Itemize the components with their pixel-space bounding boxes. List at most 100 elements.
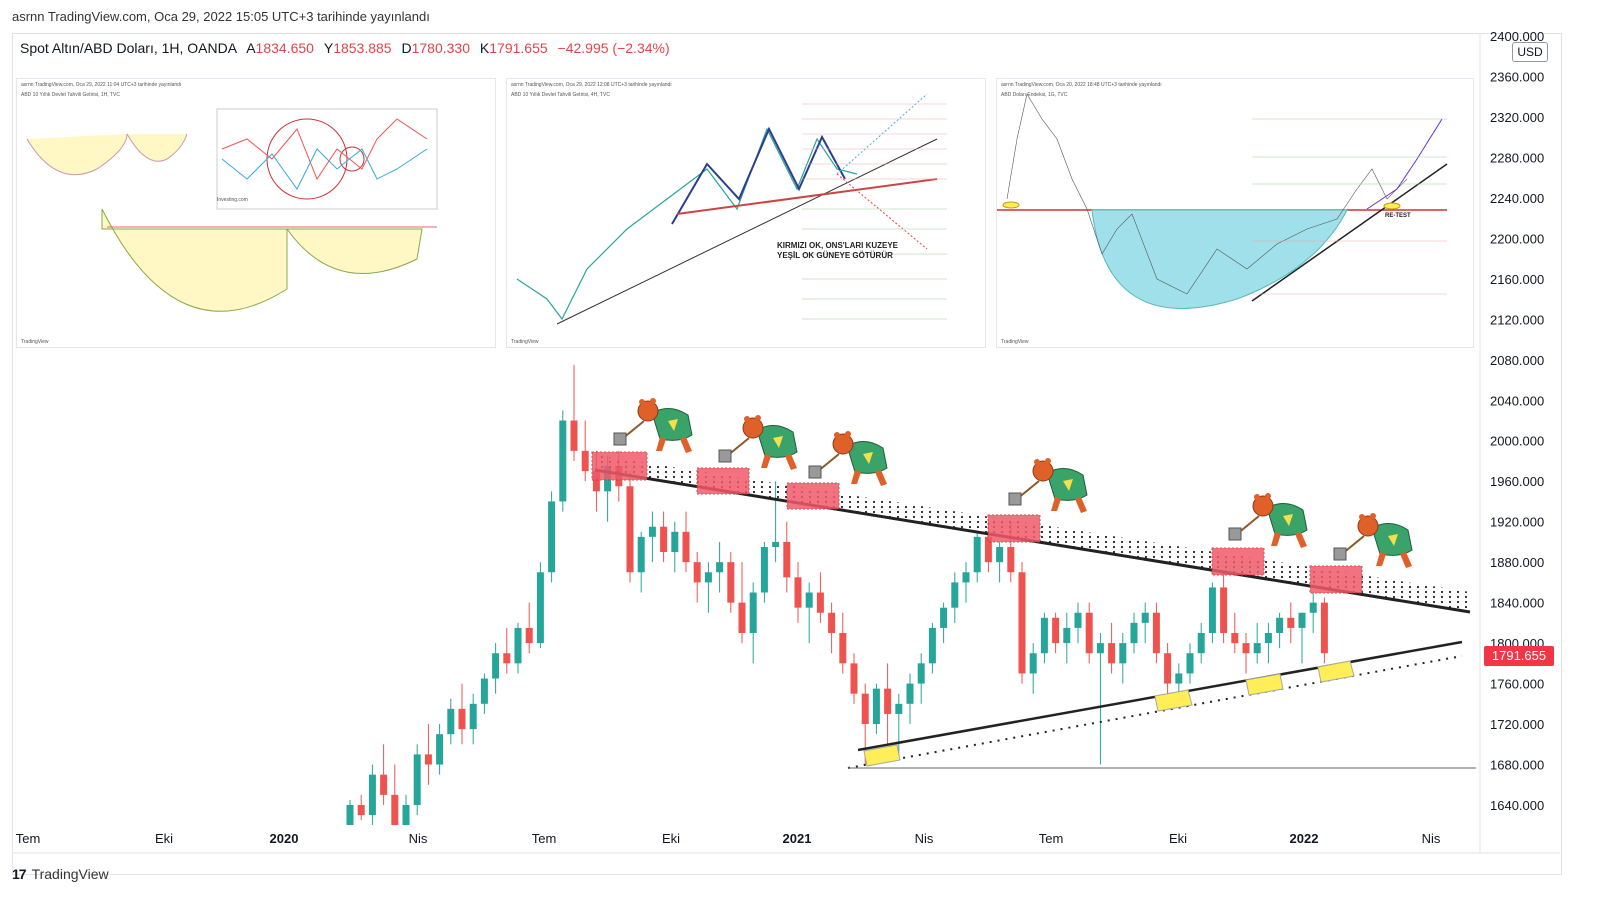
candle-up <box>1186 653 1194 674</box>
time-tick-label: Tem <box>1039 831 1064 846</box>
candle-down <box>850 663 858 694</box>
candle-up <box>805 592 813 608</box>
candle-up <box>671 531 679 553</box>
price-tick-label: 2400.000 <box>1490 29 1544 44</box>
resistance-zones <box>591 451 1363 594</box>
inset-retest-label: RE-TEST <box>1385 213 1411 219</box>
candle-down <box>424 754 432 765</box>
price-tick-label: 1840.000 <box>1490 596 1544 611</box>
inset-chart-us10y-1h[interactable]: asrnn TradingView.com, Oca 29, 2022 11:0… <box>16 78 496 348</box>
candle-up <box>917 663 925 684</box>
price-tick-label: 1680.000 <box>1490 758 1544 773</box>
candle-up <box>1040 617 1048 654</box>
candle-up <box>760 546 768 593</box>
candle-up <box>1074 612 1082 628</box>
bear-mascot-icon <box>808 431 888 486</box>
time-tick-label: Eki <box>1169 831 1187 846</box>
candle-down <box>727 562 735 603</box>
candle-up <box>704 572 712 583</box>
candle-down <box>1052 617 1060 644</box>
candle-up <box>716 562 724 573</box>
candle-down <box>816 592 824 613</box>
candle-down <box>1108 643 1116 664</box>
candle-down <box>682 531 690 563</box>
inset-subcaption: ABD 10 Yıllık Devlet Tahvili Getirisi, 4… <box>511 92 610 98</box>
support-zones <box>863 660 1355 767</box>
inset-logo: TradingView <box>1001 339 1029 345</box>
candle-up <box>413 754 421 805</box>
candle-down <box>592 471 600 492</box>
inset-chart-us10y-4h[interactable]: asrnn TradingView.com, Oca 29, 2022 12:0… <box>506 78 986 348</box>
price-tick-label: 2240.000 <box>1490 191 1544 206</box>
candle-up <box>1253 643 1261 654</box>
price-tick-label: 2320.000 <box>1490 110 1544 125</box>
candle-up <box>1119 643 1127 664</box>
time-tick-label: Tem <box>16 831 41 846</box>
candle-up <box>1298 612 1306 628</box>
support-zone <box>1154 689 1193 712</box>
price-tick-label: 2120.000 <box>1490 312 1544 327</box>
price-tick-label: 2040.000 <box>1490 393 1544 408</box>
inset-chart-graphic <box>26 108 438 312</box>
price-tick-label: 2000.000 <box>1490 434 1544 449</box>
resistance-zone <box>786 482 840 510</box>
chart-frame[interactable] <box>12 33 1562 875</box>
candle-down <box>1164 653 1172 684</box>
candle-up <box>928 627 936 664</box>
candle-up <box>368 774 376 816</box>
candle-up <box>637 536 645 573</box>
resistance-zone <box>1211 547 1265 576</box>
time-tick-label: Nis <box>1422 831 1441 846</box>
bear-illustrations <box>613 398 1413 568</box>
resistance-zone <box>1309 565 1363 594</box>
inset-chart-dxy-1d[interactable]: asrnn TradingView.com, Oca 20, 2022 18:4… <box>996 78 1474 348</box>
inset-caption: asrnn TradingView.com, Oca 20, 2022 18:4… <box>1001 82 1162 88</box>
candle-up <box>447 708 455 735</box>
inset-chart-graphic <box>997 93 1448 309</box>
candle-up <box>436 734 444 765</box>
support-zone <box>863 744 901 767</box>
candle-up <box>1029 653 1037 674</box>
brand-name: TradingView <box>31 866 109 882</box>
inset-logo: TradingView <box>21 339 49 345</box>
time-tick-label: Eki <box>155 831 173 846</box>
inset-chart-graphic <box>516 93 947 325</box>
change-value: −42.995 (−2.34%) <box>557 40 670 56</box>
candle-down <box>1018 572 1026 674</box>
time-tick-label: Eki <box>662 831 680 846</box>
candle-up <box>1141 612 1149 623</box>
candle-down <box>1242 643 1250 654</box>
candle-up <box>1175 673 1183 684</box>
candle-down <box>839 632 847 664</box>
inset-caption: asrnn TradingView.com, Oca 29, 2022 12:0… <box>511 82 672 88</box>
candle-down <box>380 774 388 795</box>
bear-mascot-icon <box>1333 513 1413 568</box>
time-tick-label: 2021 <box>783 831 812 846</box>
close-value: 1791.655 <box>489 40 548 56</box>
support-zone <box>1317 660 1355 683</box>
time-axis[interactable]: Tem Eki 2020 Nis Tem Eki 2021 Nis Tem Eki 2022 Nis <box>16 831 1441 846</box>
symbol-name[interactable]: Spot Altın/ABD Doları, 1H, OANDA <box>20 40 237 56</box>
resistance-zone <box>987 514 1041 543</box>
candle-up <box>1130 622 1138 644</box>
candle-down <box>693 562 701 583</box>
inset-subcaption: ABD Doları Endeksi, 1G, TVC <box>1001 92 1068 98</box>
candle-up <box>1208 587 1216 633</box>
price-tick-label: 2280.000 <box>1490 150 1544 165</box>
price-tick-label: 1880.000 <box>1490 555 1544 570</box>
price-axis[interactable]: 2400.000 2360.000 2320.000 2280.000 2240.000… <box>1490 29 1544 813</box>
tradingview-brand[interactable]: 17 TradingView <box>12 866 109 882</box>
candle-up <box>906 683 914 704</box>
candle-down <box>525 627 533 644</box>
published-caption: asrnn TradingView.com, Oca 29, 2022 15:0… <box>12 9 430 24</box>
candle-down <box>884 688 892 714</box>
time-tick-label: 2020 <box>270 831 299 846</box>
candle-down <box>1152 612 1160 654</box>
symbol-legend[interactable]: Spot Altın/ABD Doları, 1H, OANDA A1834.6… <box>20 40 670 56</box>
price-tick-label: 2080.000 <box>1490 353 1544 368</box>
currency-badge[interactable]: USD <box>1512 42 1548 62</box>
candle-up <box>346 805 354 825</box>
candle-up <box>1197 632 1205 654</box>
price-tick-label: 1760.000 <box>1490 677 1544 692</box>
